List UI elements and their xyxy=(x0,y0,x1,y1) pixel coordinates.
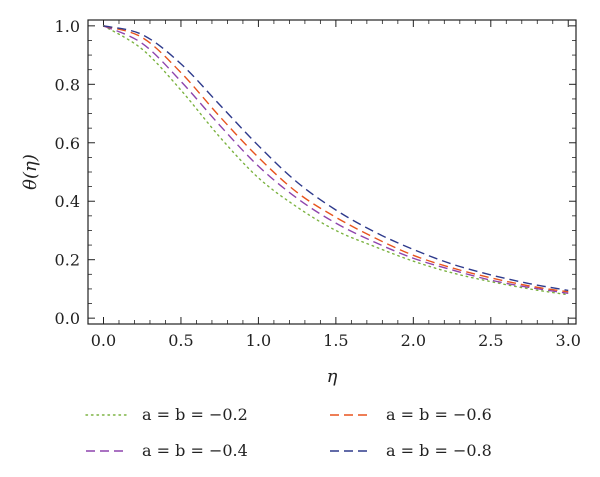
y-tick-label: 0.4 xyxy=(55,192,80,211)
legend: a = b = −0.2 a = b = −0.4 a = b = −0.6 a = … xyxy=(85,405,492,460)
legend-label-2: a = b = −0.4 xyxy=(142,441,248,460)
series-lines xyxy=(102,25,569,296)
series-line-3 xyxy=(103,25,569,293)
x-tick-label: 1.5 xyxy=(323,331,348,350)
legend-label-1: a = b = −0.2 xyxy=(142,405,248,424)
series-line-2 xyxy=(103,25,569,295)
x-tick-label: 1.0 xyxy=(246,331,271,350)
y-tick-label: 0.2 xyxy=(55,251,80,270)
y-tick-label: 0.6 xyxy=(55,134,80,153)
y-tick-label: 0.0 xyxy=(55,309,80,328)
y-tick-label: 0.8 xyxy=(55,75,80,94)
y-tick-label: 1.0 xyxy=(55,17,80,36)
series-line-4 xyxy=(103,25,569,292)
legend-label-4: a = b = −0.8 xyxy=(386,441,492,460)
x-tick-label: 3.0 xyxy=(556,331,581,350)
x-axis-title: η xyxy=(327,366,338,387)
x-tick-label: 0.0 xyxy=(91,331,116,350)
x-tick-label: 2.0 xyxy=(401,331,426,350)
tick-labels: 0.0 0.5 1.0 1.5 2.0 2.5 3.0 0.0 0.2 0.4 0.6 0.8 1.0 xyxy=(55,17,581,350)
legend-label-3: a = b = −0.6 xyxy=(386,405,492,424)
axis-ticks xyxy=(88,20,576,324)
series-line-1 xyxy=(102,25,569,296)
x-tick-label: 0.5 xyxy=(168,331,193,350)
x-tick-label: 2.5 xyxy=(478,331,503,350)
y-axis-title: θ(η) xyxy=(20,154,41,190)
